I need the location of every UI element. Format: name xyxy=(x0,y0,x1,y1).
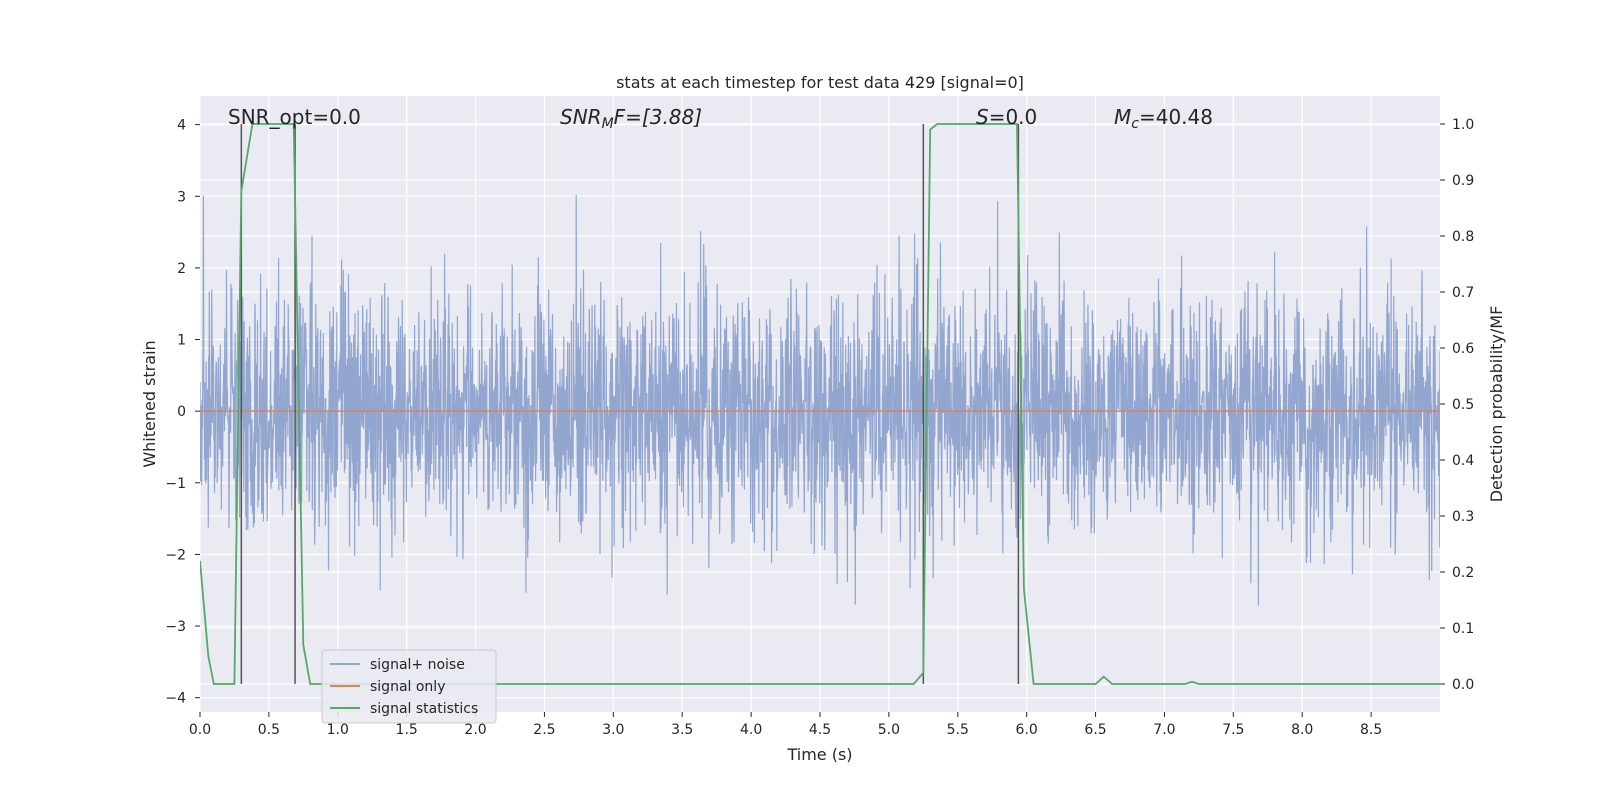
y-tick-label-4: 0 xyxy=(177,404,186,420)
y2-tick-label-4: 0.6 xyxy=(1452,341,1474,357)
x-tick-label-11: 5.5 xyxy=(947,722,969,738)
y2-tick-label-1: 0.9 xyxy=(1452,173,1474,189)
y-tick-label-5: −1 xyxy=(165,476,186,492)
y2-tick-label-0: 1.0 xyxy=(1452,117,1474,133)
legend-box xyxy=(321,649,497,724)
y2-tick-label-6: 0.4 xyxy=(1452,453,1474,469)
legend-label-signal-statistics: signal statistics xyxy=(370,701,478,717)
series-signal-noise xyxy=(200,194,1440,606)
series-signal-statistics xyxy=(200,123,1440,685)
x-tick-label-17: 8.5 xyxy=(1360,722,1382,738)
y2-tick-label-10: 0.0 xyxy=(1452,677,1474,693)
y-axis-label: Whitened strain xyxy=(140,340,159,467)
annotation-mc: Mc=40.48 xyxy=(1114,105,1213,132)
chart-title: stats at each timestep for test data 429… xyxy=(616,73,1024,92)
y2-tick-label-2: 0.8 xyxy=(1452,229,1474,245)
annotation-snr-opt: SNR_opt=0.0 xyxy=(228,105,361,129)
legend-label-signal-noise: signal+ noise xyxy=(370,657,465,673)
legend: signal+ noise signal only signal statist… xyxy=(321,649,497,724)
y2-tick-label-9: 0.1 xyxy=(1452,621,1474,637)
y-tick-label-0: 4 xyxy=(177,118,186,134)
y-tick-label-6: −2 xyxy=(165,547,186,563)
x-axis-label: Time (s) xyxy=(786,745,852,764)
x-tick-label-8: 4.0 xyxy=(740,722,762,738)
y-tick-label-8: −4 xyxy=(165,691,186,707)
left-axis-ticks: 4 3 2 1 0 −1 −2 −3 −4 xyxy=(165,118,200,707)
x-tick-label-3: 1.5 xyxy=(396,722,418,738)
y-tick-label-7: −3 xyxy=(165,619,186,635)
x-tick-label-15: 7.5 xyxy=(1222,722,1244,738)
x-tick-label-0: 0.0 xyxy=(189,722,211,738)
y-tick-label-1: 3 xyxy=(177,189,186,205)
x-tick-label-9: 4.5 xyxy=(809,722,831,738)
y-tick-label-3: 1 xyxy=(177,333,186,349)
x-axis-ticks: 0.0 0.5 1.0 1.5 2.0 2.5 3.0 3.5 4.0 4.5 5.0 5.5 6.0 6… xyxy=(189,712,1382,738)
annotation-s: S=0.0 xyxy=(976,105,1037,129)
y2-axis-label: Detection probability/MF xyxy=(1487,306,1506,503)
x-tick-label-10: 5.0 xyxy=(878,722,900,738)
x-tick-label-12: 6.0 xyxy=(1016,722,1038,738)
x-tick-label-14: 7.0 xyxy=(1153,722,1175,738)
x-tick-label-2: 1.0 xyxy=(327,722,349,738)
y-tick-label-2: 2 xyxy=(177,261,186,277)
y2-tick-label-8: 0.2 xyxy=(1452,565,1474,581)
y2-tick-label-5: 0.5 xyxy=(1452,397,1474,413)
annotation-snr-mf: SNRMF=[3.88] xyxy=(560,105,702,132)
x-tick-label-7: 3.5 xyxy=(671,722,693,738)
x-tick-label-5: 2.5 xyxy=(533,722,555,738)
y2-tick-label-3: 0.7 xyxy=(1452,285,1474,301)
x-tick-label-13: 6.5 xyxy=(1084,722,1106,738)
x-tick-label-6: 3.0 xyxy=(602,722,624,738)
x-tick-label-16: 8.0 xyxy=(1291,722,1313,738)
y2-tick-label-7: 0.3 xyxy=(1452,509,1474,525)
x-tick-label-4: 2.0 xyxy=(464,722,486,738)
right-axis-ticks: 1.0 0.9 0.8 0.7 0.6 0.5 0.4 0.3 0.2 0.1 0.0 xyxy=(1440,117,1474,693)
legend-label-signal-only: signal only xyxy=(370,679,445,695)
x-tick-label-1: 0.5 xyxy=(258,722,280,738)
